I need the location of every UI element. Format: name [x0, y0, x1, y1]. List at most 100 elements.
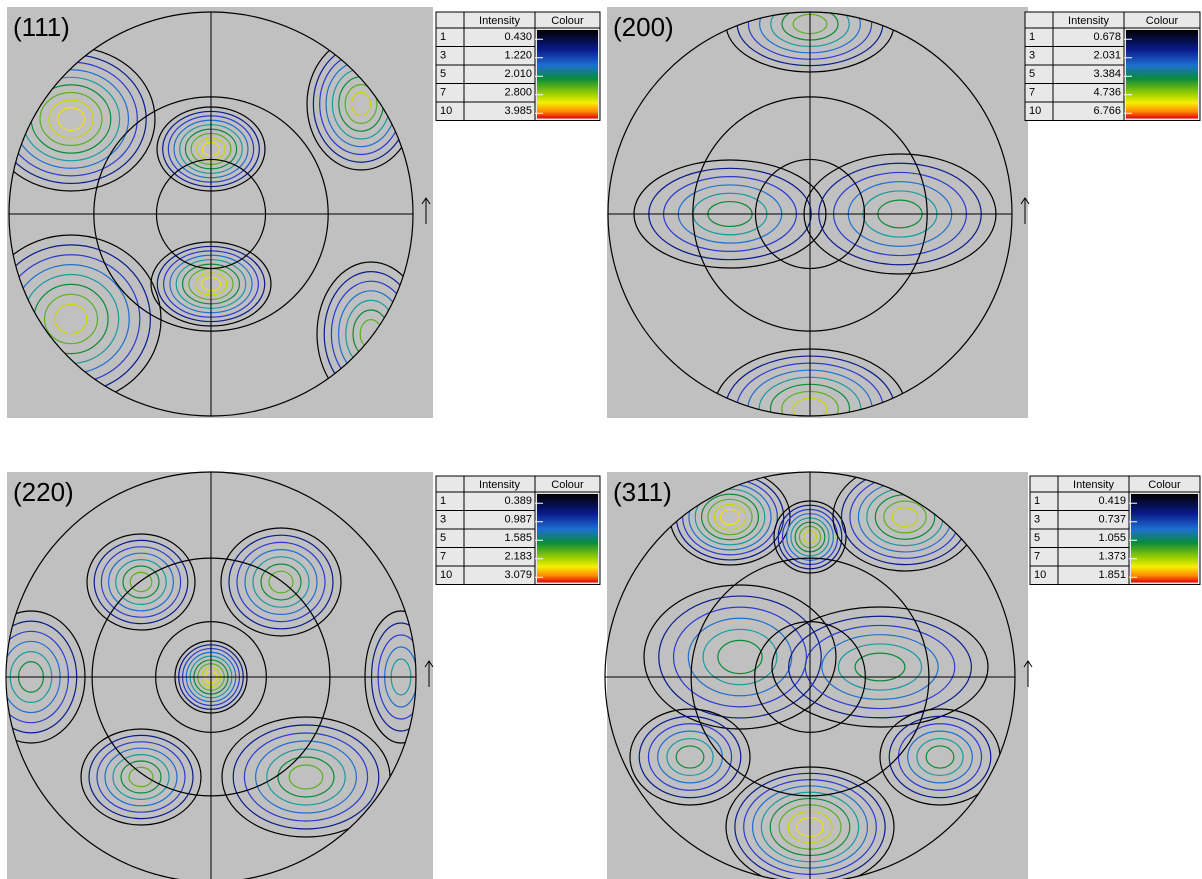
plot-background — [7, 7, 433, 418]
legend-table: Intensity Colour 1 0.430 3 1.220 5 2.010 7 2.800 1… — [435, 11, 601, 121]
contour-line — [883, 500, 927, 534]
direction-arrow — [1020, 197, 1030, 224]
contour-line — [687, 617, 793, 697]
table-cell: 4.736 — [1093, 87, 1121, 99]
contour-line — [891, 506, 919, 528]
contour-line — [647, 723, 733, 791]
contour-line — [120, 760, 162, 794]
table-cell: 0.389 — [504, 495, 532, 507]
contour-line — [252, 556, 310, 608]
contour-line — [57, 107, 85, 131]
contour-line — [107, 552, 175, 612]
contour-line — [112, 754, 170, 801]
contour-line — [48, 99, 94, 139]
table-cell: 5 — [1029, 68, 1035, 80]
table-cell: 0.430 — [504, 31, 532, 43]
contour-line — [717, 639, 763, 675]
contour-line — [96, 741, 186, 813]
table-cell: 0.737 — [1098, 514, 1126, 526]
contour-line — [88, 734, 194, 820]
contour-line — [260, 563, 302, 601]
panel-label: (200) — [613, 12, 674, 42]
direction-arrow — [424, 660, 434, 687]
table-cell: 10 — [1029, 105, 1041, 117]
pole-figure: (311) — [604, 471, 1033, 879]
contour-line — [288, 764, 324, 790]
table-cell: 1.851 — [1098, 569, 1126, 581]
contour-line — [344, 83, 378, 125]
contour-line — [129, 571, 153, 593]
legend-table: Intensity Colour 1 0.419 3 0.737 5 1.055 7 1.373 1… — [1029, 475, 1201, 585]
table-cell: 3 — [1034, 514, 1040, 526]
contour-line — [854, 652, 906, 682]
colour-bar — [537, 494, 598, 583]
pole-figure: (200) — [607, 7, 1030, 418]
panel-label: (311) — [613, 477, 672, 507]
pole-figure: (111) — [7, 7, 433, 418]
contour-line — [925, 745, 955, 769]
direction-arrow — [1023, 660, 1033, 687]
table-cell: 3 — [440, 50, 446, 62]
contour-line — [255, 740, 358, 814]
contours — [629, 472, 1001, 879]
table-header: Colour — [551, 479, 584, 491]
table-header: Colour — [551, 15, 584, 27]
contour-line — [638, 715, 742, 799]
contour-line — [228, 534, 334, 630]
table-header: Colour — [1146, 15, 1179, 27]
table-cell: 5 — [1034, 532, 1040, 544]
contour-line — [54, 303, 88, 335]
table-cell: 2.031 — [1093, 50, 1121, 62]
table-cell: 10 — [440, 569, 452, 581]
panel-label: (220) — [13, 477, 74, 507]
contour-line — [666, 737, 714, 777]
table-cell: 2.800 — [504, 87, 532, 99]
table-header: Intensity — [1073, 479, 1114, 491]
table-cell: 1 — [1029, 31, 1035, 43]
contour-line — [837, 643, 923, 691]
legend-table: Intensity Colour 1 0.678 3 2.031 5 3.384 7 4.736 1… — [1024, 11, 1201, 121]
table-cell: 1 — [440, 495, 446, 507]
table-header: Colour — [1148, 479, 1181, 491]
table-header: Intensity — [1068, 15, 1109, 27]
contour-line — [220, 527, 342, 637]
table-cell: 2.183 — [504, 551, 532, 563]
contour-line — [115, 558, 167, 605]
table-header: Intensity — [479, 15, 520, 27]
contour-line — [104, 747, 178, 807]
contour-line — [128, 766, 154, 788]
table-cell: 0.987 — [504, 514, 532, 526]
contour-line — [694, 488, 766, 546]
contour-line — [643, 584, 837, 730]
table-cell: 1.585 — [504, 532, 532, 544]
colour-bar — [1131, 494, 1198, 583]
table-cell: 1.220 — [504, 50, 532, 62]
table-cell: 2.010 — [504, 68, 532, 80]
contour-line — [702, 628, 778, 686]
colour-bar — [1126, 30, 1198, 119]
legend-table: Intensity Colour 1 0.389 3 0.987 5 1.585 7 2.183 1… — [435, 475, 601, 585]
contour-line — [350, 91, 372, 117]
table-cell: 10 — [440, 105, 452, 117]
contour-line — [80, 728, 202, 826]
colour-bar — [537, 30, 598, 119]
table-cell: 7 — [1029, 87, 1035, 99]
contour-line — [658, 595, 822, 719]
table-cell: 3.384 — [1093, 68, 1121, 80]
contour-line — [122, 565, 160, 599]
table-cell: 10 — [1034, 569, 1046, 581]
table-cell: 3 — [440, 514, 446, 526]
contour-line — [707, 498, 753, 536]
contour-line — [672, 606, 808, 708]
contour-line — [232, 724, 380, 830]
table-cell: 3.985 — [504, 105, 532, 117]
pole-figure: (220) — [5, 471, 434, 879]
contour-line — [771, 606, 989, 728]
table-cell: 7 — [440, 87, 446, 99]
contour-line — [86, 533, 196, 631]
contour-line — [821, 634, 939, 700]
table-cell: 0.419 — [1098, 495, 1126, 507]
direction-arrow — [421, 197, 431, 224]
contour-line — [788, 615, 972, 719]
